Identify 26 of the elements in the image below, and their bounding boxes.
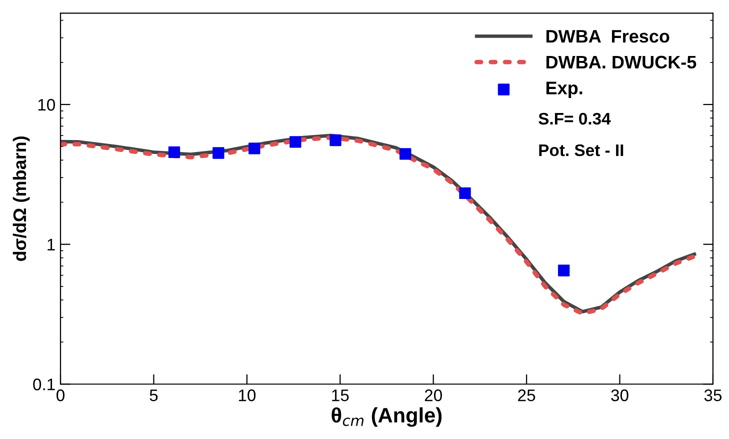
point (248, 142, 260, 154)
point (558, 264, 570, 276)
x-tick-label: 20 (424, 389, 442, 402)
y-tick-label: 10 (38, 98, 55, 111)
y-tick-label: 0.1 (33, 378, 55, 390)
point (459, 187, 471, 200)
y-axis-title: dσ/dΩ (mbarn) (12, 136, 30, 261)
x-tick-label: 35 (704, 389, 722, 402)
x-tick-label: 30 (611, 389, 628, 402)
x-tick-label: 5 (150, 390, 158, 402)
y-tick-label: 1 (48, 238, 55, 250)
annotation: S.F= 0.34 (538, 112, 611, 125)
point (212, 147, 224, 159)
point (168, 146, 180, 158)
point (330, 134, 342, 146)
legend-label: DWBA Fresco (546, 30, 670, 43)
point (400, 148, 412, 160)
legend-label: Exp. (546, 82, 582, 98)
annotation: Pot. Set - II (539, 144, 624, 156)
x-tick-label: 10 (238, 389, 256, 402)
x-axis-title: θ$_{cm}$ (Angle) (332, 407, 442, 427)
x-tick-label: 0 (56, 389, 64, 402)
point (290, 136, 302, 148)
x-tick-label: 15 (332, 390, 349, 402)
x-tick-label: 25 (518, 389, 536, 402)
legend-label: DWBA. DWUCK-5 (546, 56, 696, 69)
